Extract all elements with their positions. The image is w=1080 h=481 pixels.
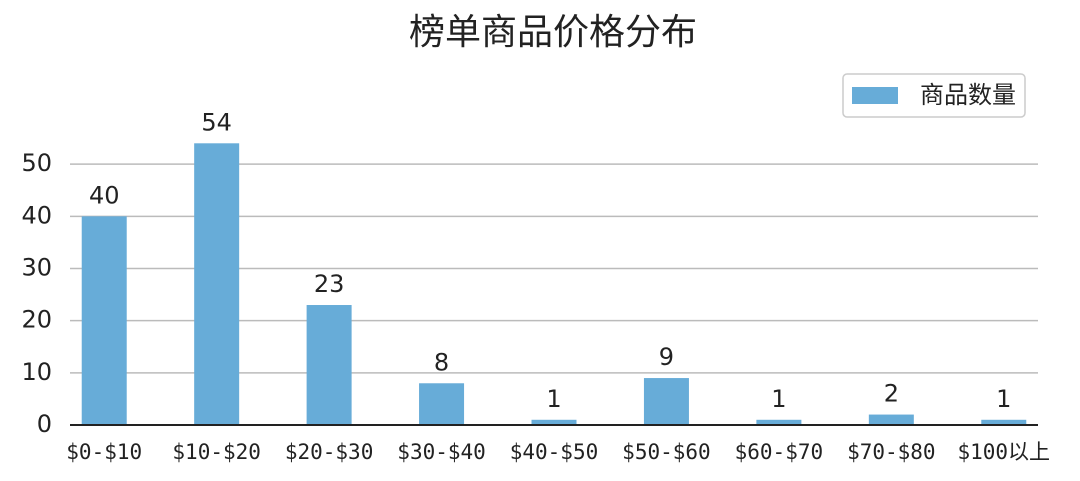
data-label: 23: [314, 270, 345, 298]
x-tick-label: $20-$30: [285, 440, 374, 464]
y-tick-label: 10: [21, 358, 52, 386]
x-tick-label: $0-$10: [66, 440, 142, 464]
legend-box: [842, 73, 1026, 118]
bar: [756, 419, 802, 425]
data-label: 54: [201, 108, 232, 136]
bar: [419, 383, 465, 425]
bar: [643, 378, 689, 425]
y-tick-label: 0: [37, 410, 52, 438]
bar: [81, 216, 127, 425]
data-label: 2: [884, 380, 899, 408]
y-tick-label: 30: [21, 254, 52, 282]
bar: [531, 419, 577, 425]
data-label: 9: [659, 343, 674, 371]
bar: [306, 305, 352, 425]
data-label: 1: [546, 385, 561, 413]
x-tick-label: $10-$20: [172, 440, 261, 464]
x-tick-label: $60-$70: [735, 440, 824, 464]
legend-label: 商品数量: [920, 81, 1016, 109]
x-tick-label: $40-$50: [510, 440, 599, 464]
data-label: 1: [771, 385, 786, 413]
bar: [194, 143, 240, 426]
x-tick-label: $70-$80: [847, 440, 936, 464]
y-tick-label: 50: [21, 149, 52, 177]
x-tick-label: $50-$60: [622, 440, 711, 464]
x-tick-label: $100以上: [957, 440, 1050, 464]
y-tick-label: 40: [21, 201, 52, 229]
x-tick-label: $30-$40: [397, 440, 486, 464]
chart-title: 榜单商品价格分布: [409, 12, 697, 53]
y-tick-label: 20: [21, 306, 52, 334]
data-label: 40: [89, 181, 120, 209]
data-label: 1: [996, 385, 1011, 413]
bar: [868, 414, 914, 425]
legend-swatch: [852, 87, 898, 104]
data-label: 8: [434, 348, 449, 376]
bar: [981, 419, 1027, 425]
